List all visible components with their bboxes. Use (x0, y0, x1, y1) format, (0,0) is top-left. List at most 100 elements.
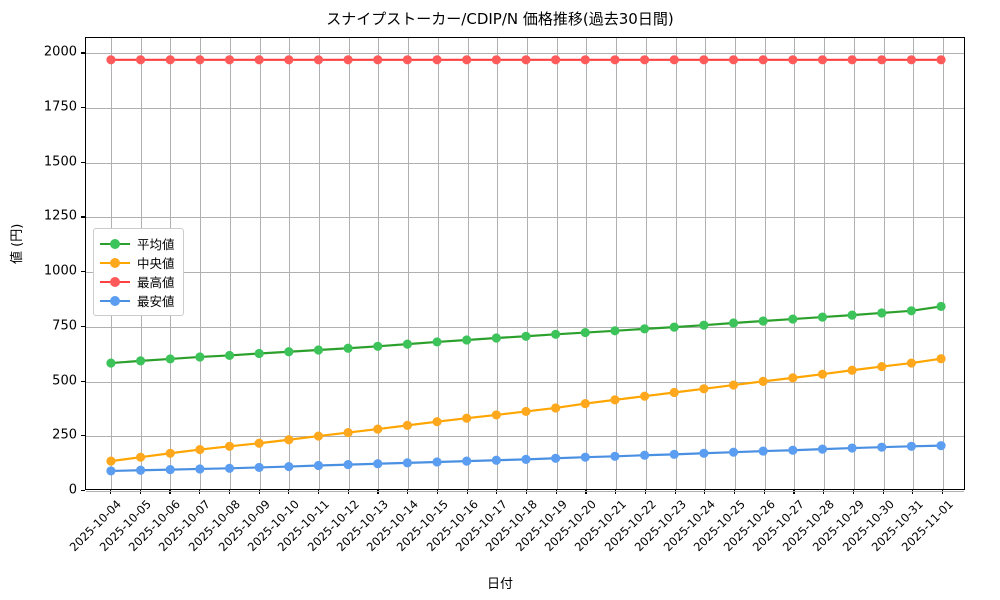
legend-item-中央値[interactable]: 中央値 (100, 253, 175, 272)
y-axis-tick-mark (81, 435, 85, 437)
data-point (224, 463, 235, 473)
gridline-vertical (408, 38, 410, 489)
legend-marker-dot (110, 238, 120, 249)
data-point (254, 438, 264, 448)
data-point (432, 457, 442, 467)
y-axis-tick-label: 1500 (43, 154, 77, 170)
legend-label: 中央値 (137, 256, 175, 271)
y-axis-tick-label: 1250 (43, 208, 77, 224)
data-point (521, 55, 531, 65)
x-axis-label: 日付 (486, 577, 513, 592)
x-axis-tick-mark (674, 490, 676, 494)
x-axis-tick-mark (585, 490, 587, 494)
data-point (580, 452, 590, 462)
gridline-vertical (200, 38, 202, 489)
data-point (847, 310, 857, 320)
data-point (313, 55, 324, 65)
data-point (817, 55, 828, 65)
x-axis-tick-mark (852, 490, 855, 494)
series-中央値 (106, 354, 946, 466)
x-axis-tick-mark (169, 490, 171, 494)
data-point (491, 410, 501, 420)
data-point (343, 343, 353, 353)
data-point (758, 55, 768, 65)
y-axis-label: 値 (円) (10, 223, 25, 264)
x-axis-tick-mark (912, 490, 914, 494)
legend-label: 平均値 (137, 237, 175, 252)
x-axis-tick-mark (763, 490, 765, 494)
data-point (284, 461, 294, 472)
y-axis-tick-mark (81, 271, 85, 273)
data-point (432, 417, 442, 427)
gridline-vertical (645, 38, 647, 489)
legend-item-最高値[interactable]: 最高値 (100, 272, 175, 291)
data-point (936, 354, 946, 364)
gridline-vertical (616, 38, 618, 489)
gridline-vertical (259, 38, 261, 489)
data-point (877, 55, 887, 65)
data-point (195, 55, 205, 65)
data-point (758, 316, 768, 326)
chart-legend: 平均値中央値 最高値 最安値 (93, 228, 184, 316)
data-point (847, 55, 857, 65)
x-axis-tick-mark (555, 490, 557, 494)
data-point (639, 324, 650, 334)
data-point (402, 55, 412, 65)
data-point (491, 333, 501, 343)
x-axis-tick-mark (258, 490, 260, 494)
gridline-horizontal (86, 162, 964, 164)
x-axis-tick-mark (139, 490, 141, 494)
gridline-vertical (913, 38, 915, 489)
data-point (491, 455, 501, 465)
data-point (402, 420, 412, 430)
gridline-vertical (675, 38, 677, 489)
x-axis-tick-mark (823, 490, 825, 494)
gridline-vertical (853, 38, 855, 489)
series-lines (106, 55, 946, 476)
legend-swatch-icon (100, 257, 130, 269)
gridline-vertical (794, 38, 796, 489)
data-point (817, 312, 828, 322)
y-axis-tick-mark (81, 52, 85, 54)
data-point (788, 373, 798, 383)
y-axis-tick-mark (81, 161, 85, 163)
legend-marker-dot (110, 257, 120, 268)
data-point (610, 451, 620, 461)
data-point (699, 55, 709, 65)
data-point (313, 345, 324, 355)
data-point (402, 458, 412, 468)
data-point (462, 456, 472, 466)
gridline-vertical (378, 38, 380, 489)
series-最安値 (106, 441, 946, 476)
gridline-vertical (943, 38, 944, 489)
gridline-vertical (705, 38, 707, 489)
data-point (728, 380, 739, 390)
legend-item-平均値[interactable]: 平均値 (100, 234, 175, 253)
data-point (521, 406, 531, 417)
legend-marker-dot (110, 295, 120, 306)
data-point (284, 55, 294, 65)
data-point (877, 442, 887, 452)
legend-swatch-icon (100, 295, 130, 307)
series-平均値 (106, 301, 946, 368)
data-point (284, 347, 294, 357)
y-axis-tick-label: 2000 (43, 44, 77, 60)
data-point (135, 55, 146, 65)
data-point (402, 339, 412, 349)
y-axis-tick-label: 750 (52, 318, 77, 334)
gridline-vertical (289, 38, 291, 489)
data-point (906, 55, 916, 65)
data-point (639, 391, 650, 401)
data-point (936, 301, 946, 311)
legend-item-最安値[interactable]: 最安値 (100, 291, 175, 310)
y-axis-tick-label: 1000 (43, 263, 77, 279)
data-point (580, 327, 590, 338)
data-point (373, 424, 383, 434)
gridline-horizontal (86, 491, 964, 492)
data-point (906, 358, 916, 368)
data-point (224, 441, 235, 451)
gridline-vertical (467, 38, 469, 489)
data-point (224, 55, 235, 65)
gridline-vertical (824, 38, 826, 489)
data-point (817, 444, 828, 454)
